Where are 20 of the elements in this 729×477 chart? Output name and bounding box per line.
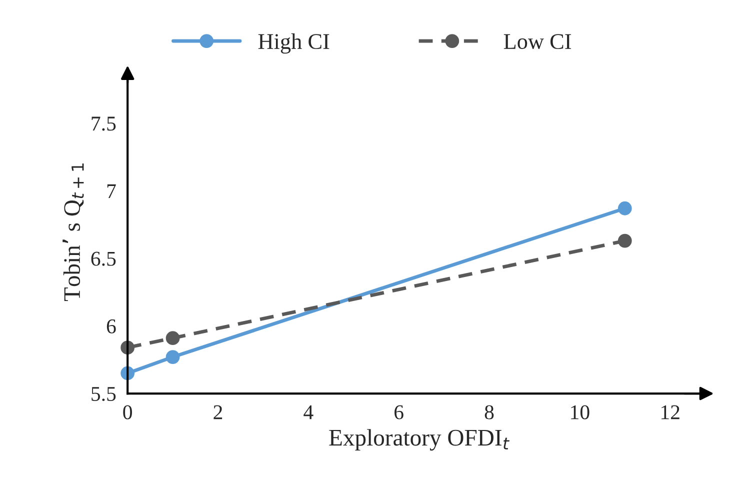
- point: [166, 350, 180, 364]
- legend-label: High CI: [258, 33, 330, 54]
- x-tick-label: 0: [123, 405, 132, 420]
- x-tick-label: 10: [571, 405, 590, 420]
- y-tick-label: 6.5: [91, 252, 116, 266]
- x-tick-label: 4: [304, 405, 314, 420]
- y-tick-label: 7.5: [92, 116, 116, 131]
- x-tick-label: 2: [214, 405, 222, 420]
- point: [618, 201, 632, 216]
- y-tick-label: 6: [106, 319, 116, 334]
- x-axis-title: Exploratory OFDI$_{t}$: [329, 429, 510, 451]
- y-tick-label: 5.5: [92, 387, 116, 402]
- x-tick-label: 8: [484, 405, 494, 420]
- x-tick-label: 6: [394, 405, 404, 420]
- legend-label: Low CI: [504, 34, 571, 50]
- point: [618, 234, 632, 248]
- y-axis-title: Tobin’ s Q$_{t+1}$: [62, 164, 84, 302]
- x-tick-label: 12: [662, 405, 680, 420]
- point: [166, 331, 180, 346]
- y-tick-label: 7: [107, 184, 116, 198]
